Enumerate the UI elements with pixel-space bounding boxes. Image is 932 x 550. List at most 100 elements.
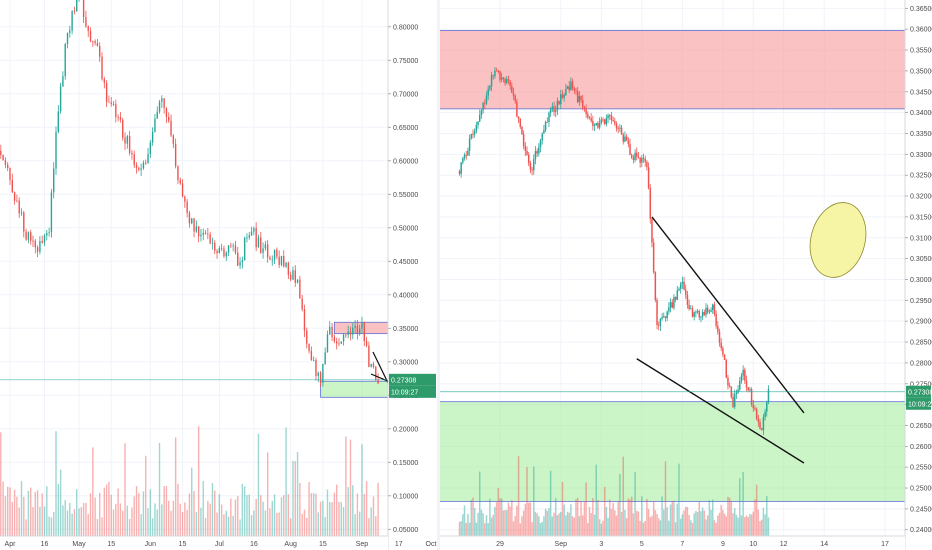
volume-bar: [609, 499, 611, 536]
candle-down: [715, 314, 717, 326]
volume-bar: [470, 499, 473, 536]
candle-down: [610, 115, 613, 121]
left-candlestick-chart[interactable]: 0.80000 0.75000 0.70000 0.65000 0.60000 0.550…: [0, 0, 437, 550]
candle-up: [462, 158, 464, 163]
candle-up: [607, 115, 609, 119]
volume-bar: [541, 521, 543, 536]
candle-up: [46, 232, 48, 236]
candle-down: [333, 337, 336, 342]
volume-bar: [296, 452, 299, 536]
volume-bar: [619, 473, 621, 536]
candle-up: [48, 232, 50, 233]
volume-bar: [499, 498, 501, 536]
volume-bar: [356, 493, 359, 536]
candle-up: [735, 392, 738, 395]
candle-down: [499, 71, 501, 80]
candle-up: [485, 95, 488, 104]
time-tick-label: Apr: [5, 541, 17, 548]
candle-up: [595, 122, 597, 125]
volume-bar: [693, 513, 695, 536]
candle-up: [634, 152, 636, 160]
volume-bar: [50, 517, 53, 536]
volume-bar: [303, 509, 306, 536]
volume-bar: [250, 515, 253, 536]
volume-bar: [512, 521, 515, 536]
price-tick-label: 0.55000: [393, 192, 418, 199]
volume-bar: [636, 510, 638, 536]
candle-down: [585, 108, 587, 114]
candle-up: [273, 249, 276, 260]
candle-down: [497, 70, 500, 72]
volume-bar: [602, 520, 604, 536]
candle-down: [651, 219, 653, 243]
time-tick-label: 7: [680, 541, 684, 548]
volume-bar: [755, 484, 758, 536]
candle-up: [749, 389, 751, 391]
candle-down: [179, 179, 181, 184]
volume-bar: [377, 482, 379, 536]
candle-up: [147, 154, 149, 164]
candle-down: [11, 180, 14, 193]
support-zone: [440, 401, 906, 502]
candle-up: [563, 95, 565, 98]
volume-bar: [575, 499, 577, 536]
countdown-badge: [389, 385, 436, 398]
candle-up: [742, 369, 744, 376]
volume-bar: [701, 507, 704, 536]
volume-bar: [548, 508, 550, 536]
candle-down: [561, 94, 564, 98]
candle-down: [375, 366, 377, 380]
candle-down: [615, 123, 618, 129]
panel-divider[interactable]: [437, 0, 440, 550]
candle-up: [312, 360, 315, 361]
candle-down: [576, 91, 579, 102]
candle-down: [174, 143, 177, 167]
volume-bar: [94, 497, 96, 536]
candle-up: [570, 81, 572, 91]
price-tick-label: 0.10000: [393, 493, 418, 500]
candle-up: [739, 380, 741, 390]
left-chart-panel[interactable]: 0.80000 0.75000 0.70000 0.65000 0.60000 0.550…: [0, 0, 437, 550]
volume-bar: [544, 508, 547, 536]
volume-bar: [345, 436, 347, 536]
candle-down: [349, 331, 352, 335]
candle-down: [108, 101, 110, 103]
candle-up: [506, 79, 508, 84]
candle-down: [620, 127, 623, 135]
candle-up: [246, 237, 248, 239]
candle-down: [524, 145, 527, 151]
volume-bar: [243, 486, 246, 536]
candle-up: [225, 252, 227, 257]
candle-up: [361, 321, 363, 329]
volume-bar: [480, 509, 483, 536]
candle-down: [502, 77, 505, 79]
time-tick-label: 15: [107, 541, 115, 548]
volume-bar: [715, 522, 717, 536]
candle-down: [723, 354, 726, 361]
candle-down: [117, 117, 119, 118]
volume-bar: [732, 513, 734, 536]
volume-bar: [225, 510, 227, 536]
candle-up: [482, 102, 484, 111]
candle-down: [368, 345, 370, 367]
candle-up: [480, 110, 483, 115]
candle-down: [636, 152, 638, 157]
volume-bar: [283, 495, 285, 536]
volume-bar: [18, 507, 20, 536]
candle-up: [473, 130, 476, 135]
volume-bar: [475, 522, 478, 536]
volume-bar: [538, 516, 540, 536]
candle-up: [487, 88, 489, 96]
volume-bar: [681, 514, 684, 536]
volume-bar: [273, 494, 276, 536]
candle-down: [301, 298, 303, 310]
candle-down: [87, 26, 89, 31]
candle-down: [101, 56, 103, 80]
volume-bar: [750, 514, 753, 536]
volume-bar: [324, 517, 326, 536]
volume-bar: [174, 437, 177, 536]
volume-bar: [549, 470, 552, 536]
